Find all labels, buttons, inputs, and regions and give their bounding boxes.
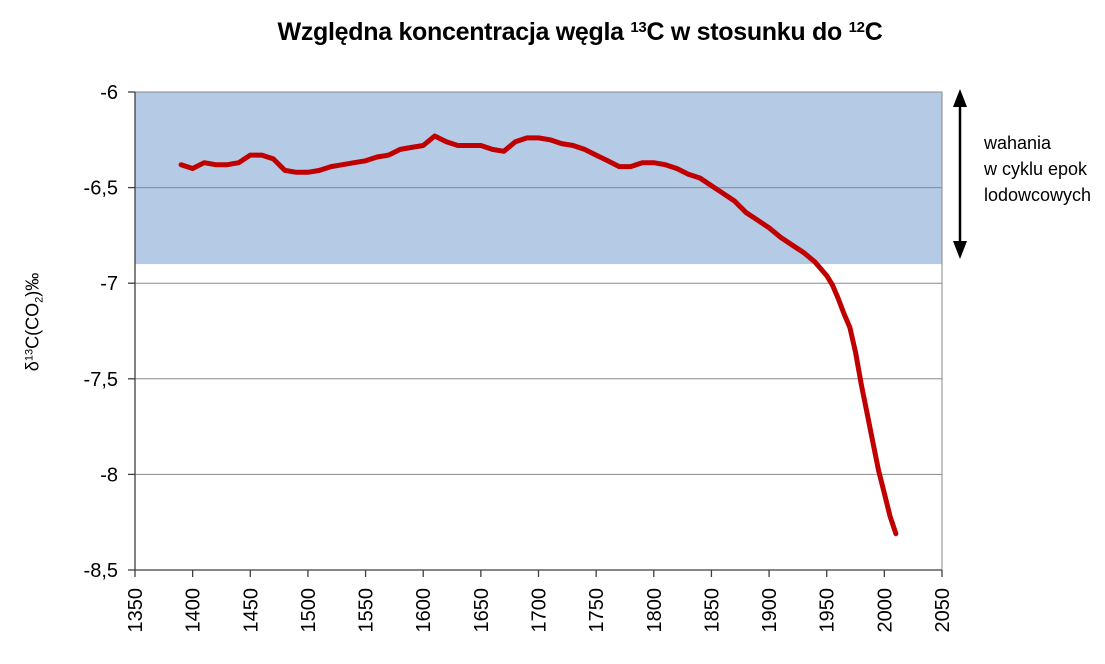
x-tick-label: 1700 (529, 588, 551, 633)
x-tick-label: 1400 (183, 588, 205, 633)
x-tick-label: 1550 (356, 588, 378, 633)
y-axis-title-text: )‰ (22, 272, 43, 297)
y-tick-label: -7,5 (84, 369, 118, 391)
x-tick-label: 1800 (644, 588, 666, 633)
chart-title: Względna koncentracja węgla 13C w stosun… (55, 18, 1105, 47)
x-tick-label: 1500 (298, 588, 320, 633)
annotation-line: lodowcowych (984, 185, 1092, 205)
y-tick-label: -8,5 (84, 560, 118, 582)
annotation-line: wahania (984, 133, 1052, 153)
chart-title-text: C (864, 18, 883, 46)
y-axis-title-sup-13: 13 (23, 348, 36, 362)
chart-title-sup-12: 12 (848, 19, 865, 36)
x-tick-label: 1850 (701, 588, 723, 633)
y-tick-label: -6,5 (84, 178, 118, 200)
chart-title-sup-13: 13 (630, 19, 647, 36)
range-arrow-head-up (953, 89, 967, 107)
x-tick-label: 1600 (413, 588, 435, 633)
x-tick-label: 1950 (817, 588, 839, 633)
x-tick-label: 2000 (874, 588, 896, 633)
y-tick-label: -7 (100, 273, 118, 295)
x-tick-label: 1650 (471, 588, 493, 633)
x-tick-label: 1900 (759, 588, 781, 633)
x-tick-label: 1350 (125, 588, 147, 633)
ice-age-band (135, 92, 942, 265)
chart-title-text: C w stosunku do (646, 18, 849, 46)
y-tick-label: -6 (100, 82, 118, 104)
y-axis-title-sub-2: 2 (33, 296, 46, 303)
chart-title-text: Względna koncentracja węgla (277, 18, 631, 46)
annotation-line: w cyklu epok (984, 159, 1088, 179)
range-arrow-head-down (953, 241, 967, 259)
y-axis-title-text: C(CO (22, 302, 43, 349)
annotation-ice-age-range: wahania w cyklu epok lodowcowych (984, 130, 1091, 208)
y-axis-title-text: δ (22, 361, 43, 372)
x-tick-label: 1450 (240, 588, 262, 633)
delta13c-data-line (178, 133, 899, 537)
x-tick-label: 2050 (932, 588, 954, 633)
y-tick-label: -8 (100, 464, 118, 486)
y-axis-title: δ13C(CO2)‰ (22, 272, 46, 372)
x-tick-label: 1750 (586, 588, 608, 633)
